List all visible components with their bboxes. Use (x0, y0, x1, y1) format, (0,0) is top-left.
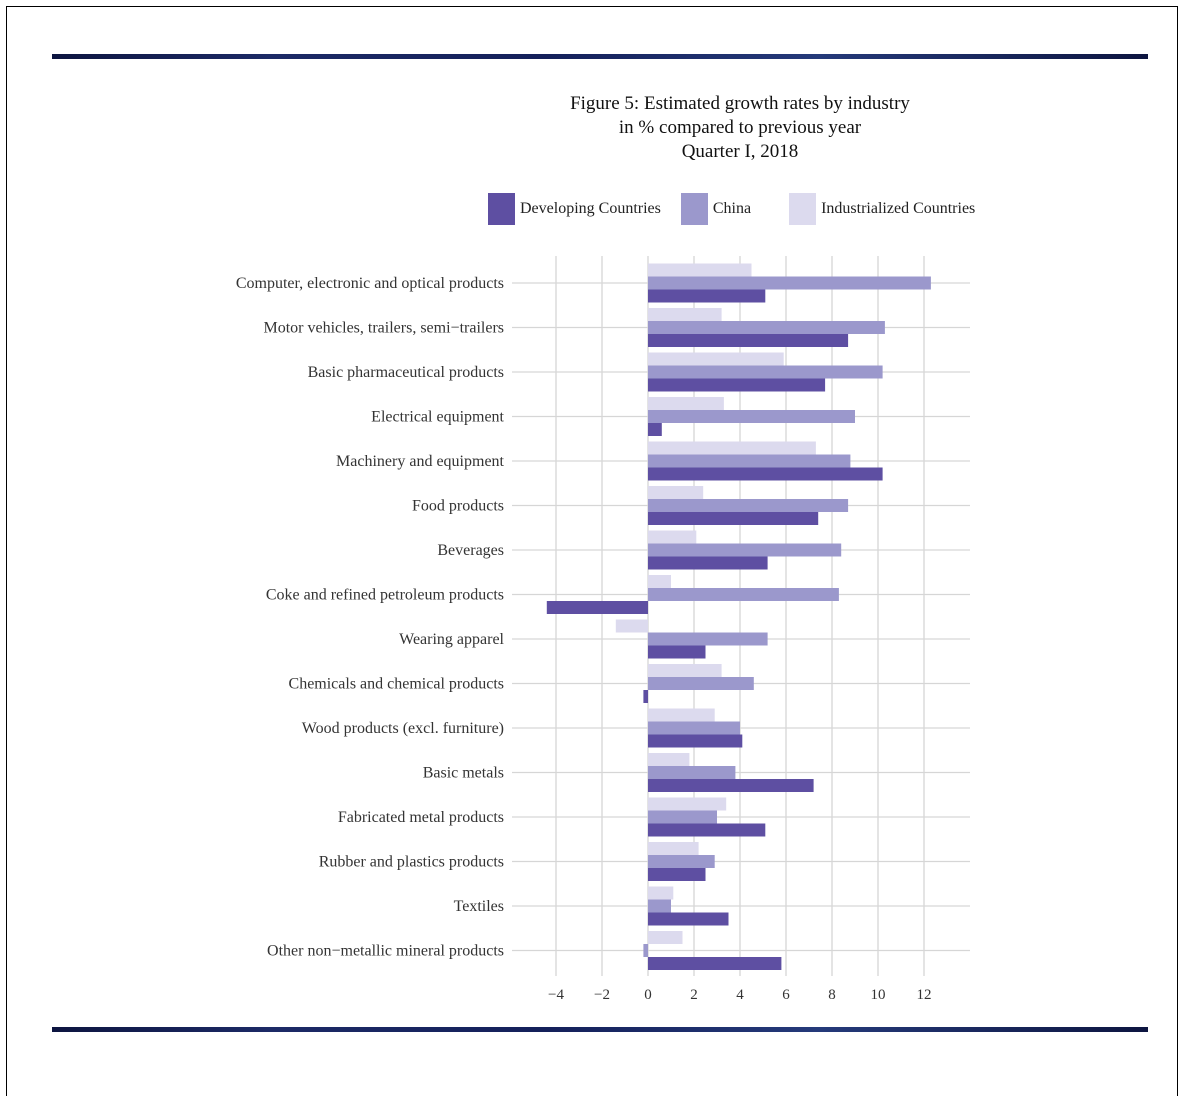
chart-legend: Developing Countries China Industrialize… (488, 192, 995, 226)
bar-china (648, 766, 736, 779)
bar-industrialized-countries (648, 441, 816, 455)
category-label: Fabricated metal products (338, 809, 504, 826)
category-label: Electrical equipment (371, 409, 504, 426)
bar-industrialized-countries (648, 842, 699, 855)
category-label: Food products (412, 498, 504, 515)
category-label: Chemicals and chemical products (289, 676, 504, 693)
bar-industrialized-countries (648, 308, 722, 321)
bar-china (648, 855, 715, 868)
bar-industrialized-countries (648, 530, 697, 544)
title-line-2: in % compared to previous year (618, 117, 862, 138)
legend-label-industrialized: Industrialized Countries (821, 200, 976, 217)
bar-developing-countries (648, 467, 883, 481)
x-tick-label: 12 (917, 987, 932, 1003)
page-frame (6, 6, 1178, 1096)
x-tick-label: 0 (644, 987, 652, 1003)
bar-industrialized-countries (648, 486, 704, 499)
bar-developing-countries (648, 779, 814, 792)
legend-swatch-china (680, 193, 708, 225)
bar-industrialized-countries (615, 619, 648, 633)
category-label: Beverages (437, 542, 504, 559)
bar-china (648, 276, 931, 290)
x-tick-label: −4 (548, 987, 564, 1003)
bar-developing-countries (643, 690, 648, 703)
category-label: Other non−metallic mineral products (267, 943, 504, 960)
bar-developing-countries (546, 601, 648, 614)
title-line-3: Quarter I, 2018 (681, 141, 799, 162)
x-tick-label: 6 (782, 987, 790, 1003)
x-tick-label: 10 (871, 987, 886, 1003)
legend-item-china: China (680, 193, 752, 225)
x-tick-label: −2 (594, 987, 610, 1003)
bar-developing-countries (648, 378, 826, 392)
bar-industrialized-countries (648, 753, 690, 766)
bar-china (648, 810, 717, 824)
category-label: Motor vehicles, trailers, semi−trailers (263, 320, 504, 337)
category-label: Basic metals (423, 765, 504, 782)
legend-label-developing: Developing Countries (520, 200, 661, 217)
bar-china (648, 321, 885, 334)
chart-title: Figure 5: Estimated growth rates by indu… (440, 92, 1040, 164)
bar-developing-countries (648, 645, 706, 659)
bar-developing-countries (648, 334, 849, 347)
bar-industrialized-countries (648, 263, 752, 277)
x-tick-label: 2 (690, 987, 698, 1003)
bar-china (648, 543, 842, 557)
category-label: Rubber and plastics products (319, 854, 504, 871)
bar-developing-countries (648, 289, 766, 303)
bar-industrialized-countries (648, 886, 674, 900)
legend-item-industrialized: Industrialized Countries (789, 193, 975, 225)
category-label: Computer, electronic and optical product… (236, 275, 504, 292)
bar-industrialized-countries (648, 352, 784, 366)
bar-industrialized-countries (648, 797, 727, 811)
bar-industrialized-countries (648, 664, 722, 677)
bar-china (648, 899, 671, 913)
bar-china (648, 454, 851, 468)
bar-industrialized-countries (648, 575, 671, 588)
bar-developing-countries (648, 868, 706, 881)
bar-developing-countries (648, 912, 729, 926)
category-label: Basic pharmaceutical products (308, 364, 504, 381)
bar-china (648, 365, 883, 379)
title-line-1: Figure 5: Estimated growth rates by indu… (570, 93, 910, 114)
category-label: Wood products (excl. furniture) (302, 720, 504, 737)
bar-developing-countries (648, 556, 768, 570)
bar-developing-countries (648, 957, 782, 970)
bar-industrialized-countries (648, 397, 724, 410)
bottom-divider (52, 1027, 1148, 1032)
category-label: Textiles (454, 898, 504, 915)
bar-china (648, 499, 849, 512)
bar-china (648, 677, 754, 690)
bar-china (643, 944, 648, 957)
bar-china (648, 410, 855, 423)
x-tick-label: 4 (736, 987, 744, 1003)
legend-label-china: China (712, 200, 752, 217)
bar-developing-countries (648, 423, 662, 436)
category-label: Coke and refined petroleum products (266, 587, 504, 604)
bar-china (648, 588, 839, 601)
top-divider (52, 54, 1148, 59)
legend-swatch-developing (488, 193, 515, 225)
bar-developing-countries (648, 823, 766, 837)
legend-swatch-industrialized (789, 193, 817, 225)
bar-developing-countries (648, 734, 743, 748)
bar-industrialized-countries (648, 708, 715, 722)
legend-item-developing: Developing Countries (488, 193, 661, 225)
bar-developing-countries (648, 512, 819, 525)
bar-industrialized-countries (648, 931, 683, 944)
category-label: Wearing apparel (399, 631, 504, 648)
category-label: Machinery and equipment (336, 453, 505, 470)
bar-china (648, 632, 768, 646)
bar-china (648, 721, 740, 735)
x-tick-label: 8 (828, 987, 836, 1003)
